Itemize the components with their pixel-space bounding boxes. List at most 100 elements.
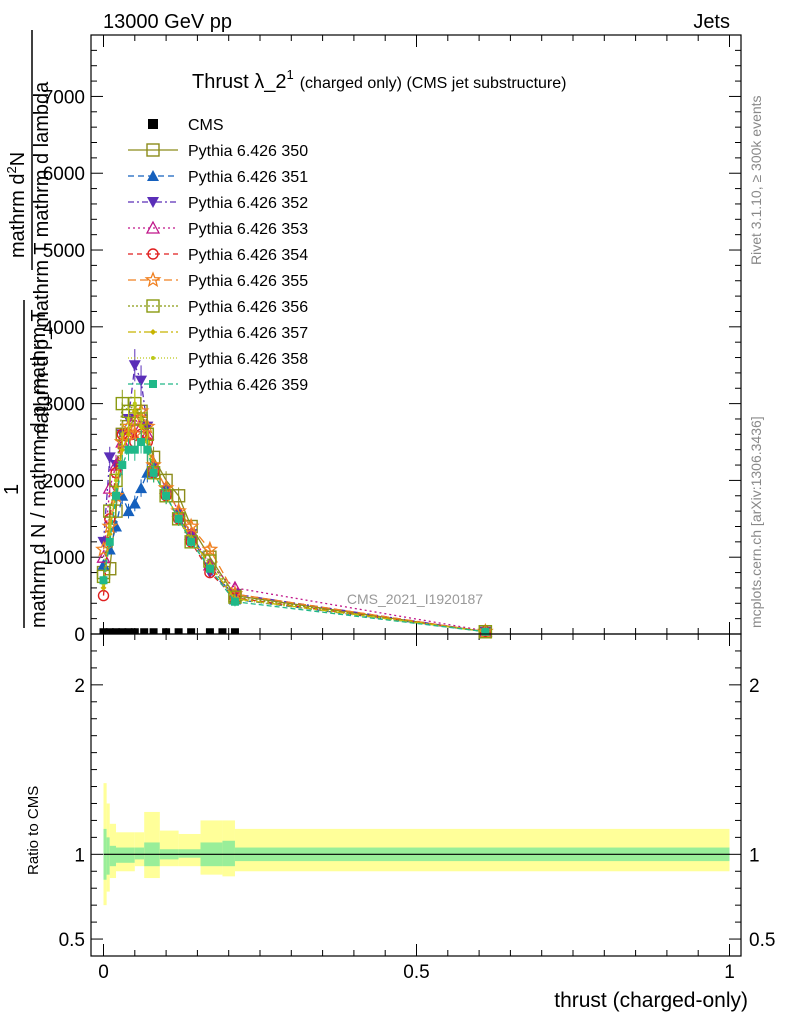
ratio-tick-label: 1 bbox=[74, 845, 85, 866]
legend-item: Pythia 6.426 352 bbox=[128, 195, 308, 212]
y-tick-label: 6000 bbox=[43, 164, 85, 185]
legend-marker bbox=[149, 380, 157, 388]
ratio-stat-band bbox=[106, 837, 110, 875]
legend-label: Pythia 6.426 357 bbox=[188, 325, 308, 342]
y-tick-label: 1000 bbox=[43, 548, 85, 569]
ratio-stat-band bbox=[178, 849, 201, 858]
series-point bbox=[128, 360, 141, 372]
ylabel-top-num: mathrm d2N bbox=[4, 152, 29, 258]
legend-label-cms: CMS bbox=[188, 117, 224, 134]
x-tick-label: 0 bbox=[98, 962, 109, 983]
legend-label: Pythia 6.426 355 bbox=[188, 273, 308, 290]
cms-point bbox=[140, 628, 149, 635]
y-tick-label: 3000 bbox=[43, 395, 85, 416]
series-point bbox=[122, 505, 135, 517]
series-point bbox=[114, 478, 119, 483]
ylabel-bottom: mathrm d N / mathrm d p_mathrm T bbox=[28, 309, 50, 628]
cms-point bbox=[218, 628, 227, 635]
series-point bbox=[132, 401, 137, 406]
x-tick-label: 1 bbox=[724, 962, 735, 983]
series-point bbox=[126, 425, 144, 442]
series-point bbox=[103, 452, 116, 464]
legend-label: Pythia 6.426 358 bbox=[188, 351, 308, 368]
series-point bbox=[478, 624, 493, 639]
ratio-frame bbox=[90, 633, 742, 957]
rivet-label: Rivet 3.1.10, ≥ 300k events bbox=[748, 95, 764, 265]
series-point bbox=[174, 514, 183, 523]
ratio-stat-band bbox=[222, 840, 235, 867]
series-point bbox=[128, 497, 141, 509]
analysis-label: CMS_2021_I1920187 bbox=[347, 591, 483, 607]
series-line bbox=[102, 440, 486, 633]
series-point bbox=[120, 432, 125, 437]
legend-item: Pythia 6.426 353 bbox=[128, 220, 308, 238]
cms-point bbox=[162, 628, 171, 635]
series-point bbox=[124, 445, 133, 454]
cms-point bbox=[118, 628, 127, 635]
legend-item: Pythia 6.426 358 bbox=[128, 351, 308, 368]
legend-item: Pythia 6.426 359 bbox=[128, 377, 308, 394]
cms-point bbox=[99, 628, 108, 635]
x-tick-label: 0.5 bbox=[403, 962, 429, 983]
ratio-y-label: Ratio to CMS bbox=[25, 786, 42, 875]
series-point bbox=[205, 564, 214, 573]
series-point bbox=[119, 446, 126, 453]
legend-item: Pythia 6.426 351 bbox=[128, 169, 308, 186]
header-left: 13000 GeV pp bbox=[103, 11, 232, 33]
series-point bbox=[103, 504, 117, 518]
legend-marker bbox=[145, 220, 161, 234]
legend-label: Pythia 6.426 353 bbox=[188, 221, 308, 238]
legend-marker bbox=[147, 197, 159, 208]
series-point bbox=[201, 540, 219, 557]
y-tick-label: 2000 bbox=[43, 471, 85, 492]
series-point bbox=[187, 537, 196, 546]
series-point bbox=[107, 524, 112, 529]
mcplots-label: mcplots.cern.ch [arXiv:1306.3436] bbox=[748, 416, 764, 628]
series-point bbox=[125, 431, 132, 438]
series-point bbox=[97, 558, 110, 570]
series-point bbox=[130, 445, 139, 454]
cms-point bbox=[230, 628, 239, 635]
series-point bbox=[118, 461, 127, 470]
legend-item-cms: CMS bbox=[148, 117, 224, 134]
series-layer bbox=[95, 349, 494, 639]
series-point bbox=[182, 517, 200, 534]
legend-marker bbox=[144, 271, 162, 288]
series-point bbox=[139, 416, 144, 421]
legend-label: Pythia 6.426 350 bbox=[188, 143, 308, 160]
series-point bbox=[137, 438, 146, 447]
y-tick-label: 0 bbox=[74, 625, 85, 646]
series-line bbox=[102, 409, 486, 633]
y-tick-label: 7000 bbox=[43, 87, 85, 108]
cms-point bbox=[105, 628, 114, 635]
series-point bbox=[135, 482, 148, 494]
series-point bbox=[230, 597, 239, 606]
legend-item: Pythia 6.426 355 bbox=[128, 271, 308, 290]
cms-point bbox=[130, 628, 139, 635]
legend-marker bbox=[146, 143, 160, 157]
series-point bbox=[99, 576, 108, 585]
legend-marker bbox=[150, 329, 156, 335]
ratio-tick-label-right: 1 bbox=[749, 845, 760, 866]
legend-item: Pythia 6.426 350 bbox=[128, 143, 308, 160]
legend-label: Pythia 6.426 359 bbox=[188, 377, 308, 394]
series-point bbox=[112, 491, 121, 500]
ratio-tick-label-right: 0.5 bbox=[749, 930, 775, 951]
legend-marker-cms bbox=[148, 119, 158, 129]
y-axis-label: mathrm d2N mathrm d p_mathrm T mathrm d … bbox=[1, 30, 53, 628]
chart-title-suffix: (charged only) (CMS jet substructure) bbox=[300, 75, 567, 92]
ratio-panel: 0.5 0.5 1 1 2 2 0 0.5 1 bbox=[59, 633, 775, 983]
series-10 bbox=[99, 430, 490, 636]
series-point bbox=[126, 416, 131, 421]
ylabel-top-den: mathrm d p_mathrm T mathrm d lambda bbox=[31, 81, 53, 440]
ratio-stat-band bbox=[116, 847, 135, 863]
series-point bbox=[143, 445, 152, 454]
cms-point bbox=[124, 628, 133, 635]
header-right: Jets bbox=[693, 11, 730, 33]
legend-label: Pythia 6.426 356 bbox=[188, 299, 308, 316]
series-point bbox=[149, 468, 158, 477]
series-point bbox=[162, 491, 171, 500]
cms-point bbox=[205, 628, 214, 635]
